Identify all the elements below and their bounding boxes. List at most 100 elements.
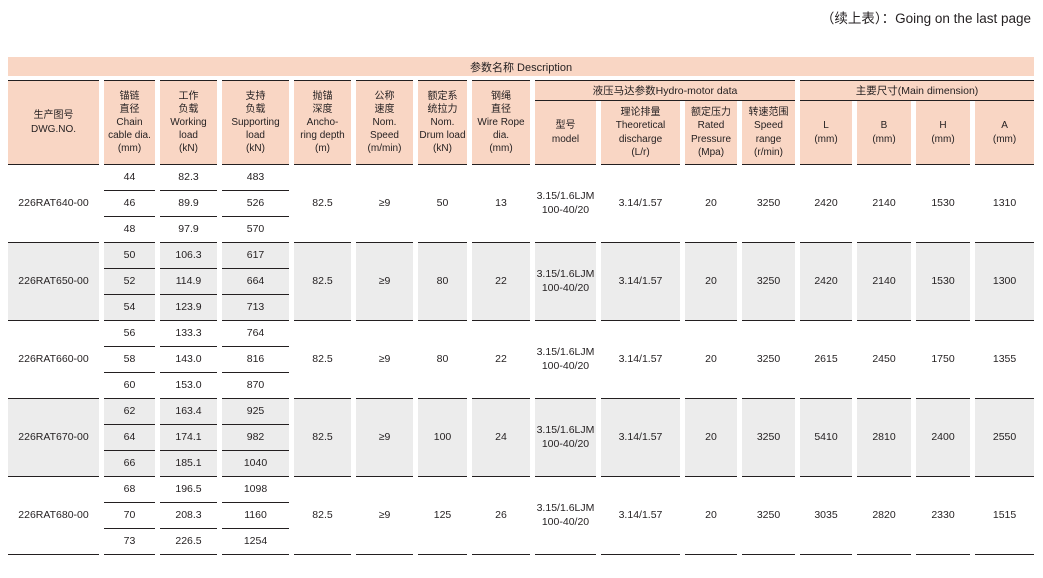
row-group-4: 226RAT670-00 62 163.4 925 82.5 ≥9 100 24… — [8, 399, 1035, 477]
cell-supporting-load: 982 — [222, 425, 289, 451]
cell-nom-speed: ≥9 — [356, 399, 413, 477]
row-group-2: 226RAT650-00 50 106.3 617 82.5 ≥9 80 22 … — [8, 243, 1035, 321]
cell-working-load: 163.4 — [160, 399, 217, 425]
cell-dim-a: 1310 — [975, 165, 1035, 243]
row-group-3: 226RAT660-00 56 133.3 764 82.5 ≥9 80 22 … — [8, 321, 1035, 399]
table-row: 66 185.1 1040 — [8, 451, 1034, 477]
cell-working-load: 185.1 — [160, 451, 217, 477]
cell-anchoring-depth: 82.5 — [294, 477, 351, 555]
cell-motor-model: 3.15/1.6LJM 100-40/20 — [535, 243, 596, 321]
cell-anchoring-depth: 82.5 — [294, 321, 351, 399]
cell-working-load: 89.9 — [160, 191, 217, 217]
cell-working-load: 114.9 — [160, 269, 217, 295]
cell-chain-dia: 54 — [104, 295, 155, 321]
col-header-dim-l: L (mm) — [800, 101, 852, 165]
cell-dim-a: 1355 — [975, 321, 1035, 399]
table-row: 46 89.9 526 — [8, 191, 1034, 217]
cell-chain-dia: 56 — [104, 321, 155, 347]
col-header-motor-model: 型号 model — [535, 101, 596, 165]
cell-wire-rope-dia: 22 — [472, 243, 530, 321]
cell-working-load: 106.3 — [160, 243, 217, 269]
cell-speed-range: 3250 — [742, 165, 795, 243]
cell-wire-rope-dia: 26 — [472, 477, 530, 555]
cell-working-load: 133.3 — [160, 321, 217, 347]
cell-dim-h: 1750 — [916, 321, 970, 399]
cell-supporting-load: 526 — [222, 191, 289, 217]
cell-dim-l: 2420 — [800, 165, 852, 243]
cell-dim-a: 2550 — [975, 399, 1035, 477]
cell-rated-pressure: 20 — [685, 399, 737, 477]
cell-dim-h: 2400 — [916, 399, 970, 477]
cell-drum-load: 80 — [418, 243, 467, 321]
cell-dwg-no: 226RAT650-00 — [8, 243, 99, 321]
table-row: 48 97.9 570 — [8, 217, 1034, 243]
group-header-main-dimension: 主要尺寸(Main dimension) — [800, 80, 1035, 102]
cell-supporting-load: 925 — [222, 399, 289, 425]
cell-dim-h: 1530 — [916, 165, 970, 243]
cell-working-load: 196.5 — [160, 477, 217, 503]
cell-motor-model: 3.15/1.6LJM 100-40/20 — [535, 321, 596, 399]
cell-supporting-load: 816 — [222, 347, 289, 373]
cell-speed-range: 3250 — [742, 321, 795, 399]
cell-dim-l: 3035 — [800, 477, 852, 555]
cell-rated-pressure: 20 — [685, 243, 737, 321]
col-header-dim-b: B (mm) — [857, 101, 911, 165]
cell-rated-pressure: 20 — [685, 477, 737, 555]
cell-nom-speed: ≥9 — [356, 477, 413, 555]
cell-speed-range: 3250 — [742, 399, 795, 477]
cell-nom-speed: ≥9 — [356, 165, 413, 243]
cell-anchoring-depth: 82.5 — [294, 243, 351, 321]
cell-wire-rope-dia: 13 — [472, 165, 530, 243]
cell-dim-h: 1530 — [916, 243, 970, 321]
cell-theoretical-discharge: 3.14/1.57 — [601, 399, 680, 477]
cell-working-load: 123.9 — [160, 295, 217, 321]
cell-chain-dia: 46 — [104, 191, 155, 217]
cell-supporting-load: 617 — [222, 243, 289, 269]
cell-working-load: 153.0 — [160, 373, 217, 399]
cell-dwg-no: 226RAT660-00 — [8, 321, 99, 399]
cell-nom-speed: ≥9 — [356, 321, 413, 399]
cell-working-load: 82.3 — [160, 165, 217, 191]
col-header-supporting-load: 支持 负载 Supporting load (kN) — [222, 80, 289, 165]
cell-supporting-load: 1254 — [222, 529, 289, 555]
col-header-rated-pressure: 额定压力 Rated Pressure (Mpa) — [685, 101, 737, 165]
cell-dim-l: 5410 — [800, 399, 852, 477]
cell-chain-dia: 66 — [104, 451, 155, 477]
cell-working-load: 226.5 — [160, 529, 217, 555]
cell-theoretical-discharge: 3.14/1.57 — [601, 165, 680, 243]
cell-dim-h: 2330 — [916, 477, 970, 555]
table-row: 73 226.5 1254 — [8, 529, 1034, 555]
cell-dim-a: 1300 — [975, 243, 1035, 321]
cell-anchoring-depth: 82.5 — [294, 399, 351, 477]
cell-chain-dia: 52 — [104, 269, 155, 295]
cell-chain-dia: 44 — [104, 165, 155, 191]
cell-supporting-load: 1098 — [222, 477, 289, 503]
col-header-wire-rope-dia: 钢绳 直径 Wire Rope dia. (mm) — [472, 80, 530, 165]
cell-drum-load: 80 — [418, 321, 467, 399]
cell-theoretical-discharge: 3.14/1.57 — [601, 243, 680, 321]
cell-dim-b: 2820 — [857, 477, 911, 555]
cell-motor-model: 3.15/1.6LJM 100-40/20 — [535, 399, 596, 477]
cell-working-load: 208.3 — [160, 503, 217, 529]
col-header-drum-load: 额定系 统拉力 Nom. Drum load (kN) — [418, 80, 467, 165]
cell-drum-load: 125 — [418, 477, 467, 555]
cell-supporting-load: 570 — [222, 217, 289, 243]
cell-supporting-load: 764 — [222, 321, 289, 347]
cell-chain-dia: 68 — [104, 477, 155, 503]
continuation-note: （续上表）：Going on the last page — [820, 11, 1031, 26]
cell-supporting-load: 483 — [222, 165, 289, 191]
cell-chain-dia: 70 — [104, 503, 155, 529]
cell-working-load: 174.1 — [160, 425, 217, 451]
col-header-nom-speed: 公称 速度 Nom. Speed (m/min) — [356, 80, 413, 165]
cell-chain-dia: 62 — [104, 399, 155, 425]
cell-working-load: 97.9 — [160, 217, 217, 243]
cell-supporting-load: 870 — [222, 373, 289, 399]
cell-rated-pressure: 20 — [685, 165, 737, 243]
cell-dim-l: 2615 — [800, 321, 852, 399]
cell-dim-a: 1515 — [975, 477, 1035, 555]
col-header-dim-a: A (mm) — [975, 101, 1035, 165]
table-header: 参数名称 Description 生产图号 DWG.NO. 锚链 直径 Chai… — [8, 57, 1035, 165]
cell-nom-speed: ≥9 — [356, 243, 413, 321]
table-row: 226RAT650-00 50 106.3 617 82.5 ≥9 80 22 … — [8, 243, 1035, 321]
spec-table: 参数名称 Description 生产图号 DWG.NO. 锚链 直径 Chai… — [3, 57, 1039, 555]
